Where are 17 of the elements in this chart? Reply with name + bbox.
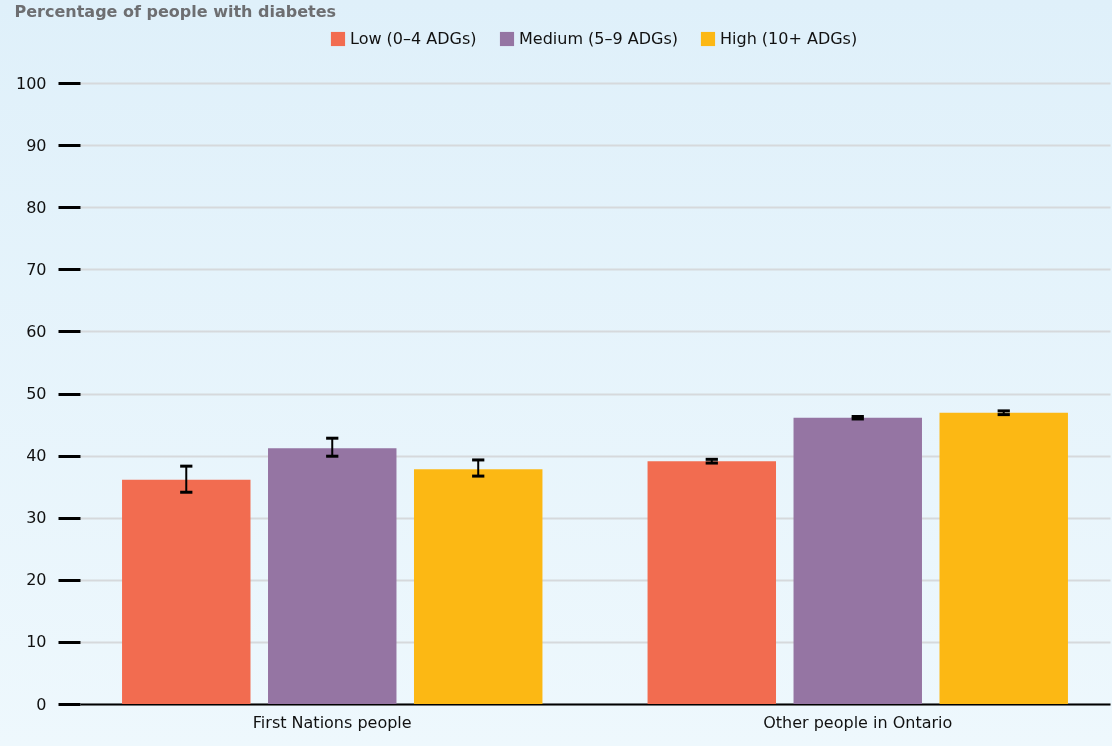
- y-tick-label: 10: [26, 632, 47, 652]
- y-tick-label: 20: [26, 570, 47, 590]
- y-tick-label: 50: [26, 384, 47, 403]
- legend-label: Low (0–4 ADGs): [350, 29, 477, 48]
- y-tick-label: 90: [26, 135, 47, 155]
- y-tick-label: 0: [36, 694, 47, 714]
- y-axis-title: Percentage of people with diabetes: [14, 1, 337, 21]
- legend-label: High (10+ ADGs): [720, 29, 858, 48]
- y-tick-label: 80: [26, 197, 47, 217]
- x-tick-label: First Nations people: [252, 712, 412, 732]
- y-tick-label: 100: [15, 73, 47, 93]
- y-tick-label: 70: [26, 259, 47, 279]
- legend-label: Medium (5–9 ADGs): [519, 29, 678, 48]
- y-tick-label: 30: [26, 508, 47, 528]
- y-tick-label: 60: [26, 321, 47, 341]
- y-tick-label: 40: [26, 446, 47, 466]
- x-tick-label: Other people in Ontario: [763, 712, 953, 732]
